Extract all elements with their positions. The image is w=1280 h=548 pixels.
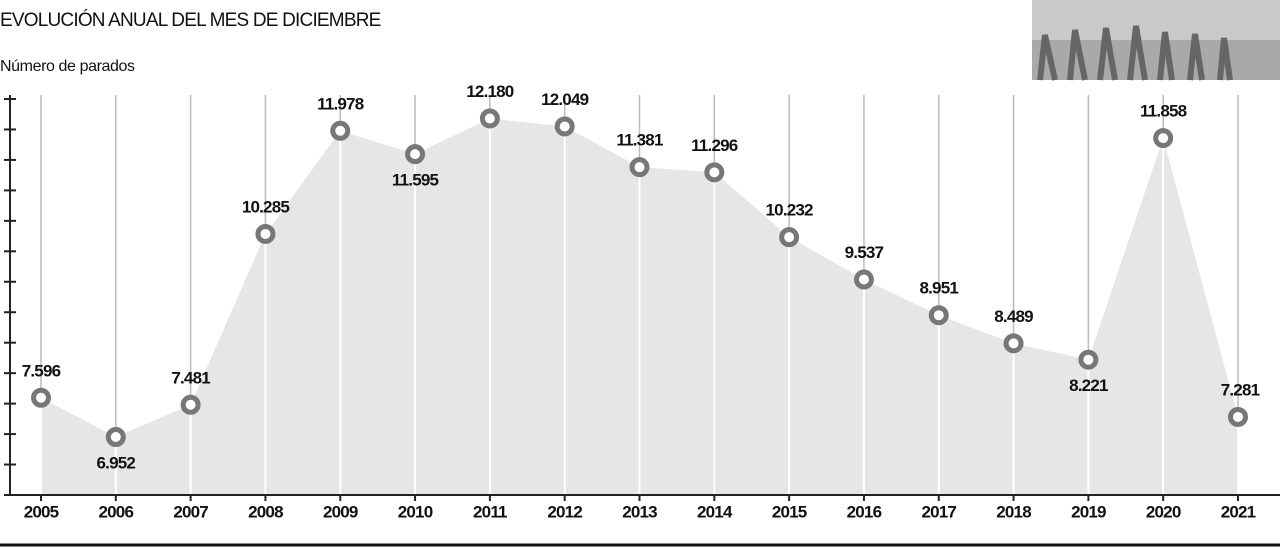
value-label: 7.481 — [171, 368, 210, 387]
x-tick-label: 2015 — [772, 502, 807, 521]
marker — [554, 116, 575, 137]
marker — [629, 157, 650, 178]
x-tick-label: 2006 — [99, 502, 134, 521]
x-tick-label: 2021 — [1221, 502, 1256, 521]
x-tick-label: 2014 — [697, 502, 733, 521]
x-tick-label: 2011 — [473, 502, 507, 521]
x-tick-label: 2009 — [323, 502, 358, 521]
marker — [853, 269, 874, 290]
marker — [1153, 128, 1174, 149]
value-label: 10.285 — [242, 197, 290, 216]
value-label: 11.595 — [392, 171, 439, 190]
value-label: 8.221 — [1069, 376, 1108, 395]
marker — [1228, 406, 1248, 427]
value-label: 11.296 — [691, 136, 738, 155]
marker — [1003, 333, 1024, 354]
value-label: 6.952 — [97, 453, 136, 472]
marker — [330, 120, 351, 141]
x-tick-label: 2020 — [1146, 502, 1181, 521]
marker — [31, 387, 51, 408]
value-label: 11.381 — [616, 131, 663, 150]
x-tick-label: 2018 — [996, 502, 1031, 521]
marker — [255, 223, 276, 244]
x-tick-label: 2007 — [173, 502, 208, 521]
x-tick-label: 2010 — [398, 502, 433, 521]
value-label: 8.951 — [919, 279, 958, 298]
value-label: 7.596 — [22, 361, 61, 380]
marker — [928, 305, 949, 326]
x-tick-label: 2016 — [847, 502, 882, 521]
photo — [1032, 0, 1280, 81]
x-tick-label: 2013 — [622, 502, 657, 521]
value-label: 12.049 — [541, 90, 589, 109]
x-tick-label: 2008 — [248, 502, 283, 521]
value-label: 11.858 — [1140, 102, 1187, 121]
marker — [479, 108, 500, 129]
marker — [779, 227, 800, 248]
value-label: 12.180 — [466, 82, 514, 101]
marker — [1078, 349, 1099, 370]
value-label: 11.978 — [317, 94, 364, 113]
marker — [180, 394, 201, 415]
chart-subtitle: Número de parados — [0, 58, 135, 75]
marker — [704, 162, 725, 183]
x-tick-label: 2012 — [547, 502, 582, 521]
value-label: 8.489 — [994, 307, 1033, 326]
marker — [105, 427, 126, 448]
x-tick-label: 2005 — [24, 502, 59, 521]
x-tick-label: 2017 — [921, 502, 956, 521]
chart-title: EVOLUCIÓN ANUAL DEL MES DE DICIEMBRE — [0, 9, 381, 31]
value-label: 9.537 — [845, 243, 884, 262]
value-label: 10.232 — [766, 201, 814, 220]
x-tick-label: 2019 — [1071, 502, 1106, 521]
marker — [405, 144, 426, 165]
value-label: 7.281 — [1221, 380, 1260, 399]
